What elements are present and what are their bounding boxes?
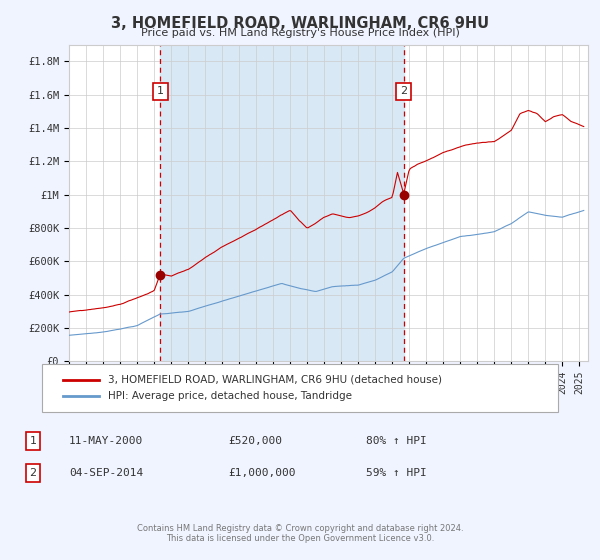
Text: HPI: Average price, detached house, Tandridge: HPI: Average price, detached house, Tand… <box>108 391 352 401</box>
Text: 80% ↑ HPI: 80% ↑ HPI <box>366 436 427 446</box>
Text: 1: 1 <box>157 86 164 96</box>
Text: 1: 1 <box>29 436 37 446</box>
Text: Contains HM Land Registry data © Crown copyright and database right 2024.: Contains HM Land Registry data © Crown c… <box>137 524 463 533</box>
Text: 2: 2 <box>29 468 37 478</box>
Text: 3, HOMEFIELD ROAD, WARLINGHAM, CR6 9HU: 3, HOMEFIELD ROAD, WARLINGHAM, CR6 9HU <box>111 16 489 31</box>
Text: 3, HOMEFIELD ROAD, WARLINGHAM, CR6 9HU (detached house): 3, HOMEFIELD ROAD, WARLINGHAM, CR6 9HU (… <box>108 375 442 385</box>
Bar <box>160 45 404 361</box>
Text: 11-MAY-2000: 11-MAY-2000 <box>69 436 143 446</box>
Text: This data is licensed under the Open Government Licence v3.0.: This data is licensed under the Open Gov… <box>166 534 434 543</box>
Text: 04-SEP-2014: 04-SEP-2014 <box>69 468 143 478</box>
Text: 2: 2 <box>400 86 407 96</box>
Text: 59% ↑ HPI: 59% ↑ HPI <box>366 468 427 478</box>
Text: £520,000: £520,000 <box>228 436 282 446</box>
Text: £1,000,000: £1,000,000 <box>228 468 296 478</box>
Text: Price paid vs. HM Land Registry's House Price Index (HPI): Price paid vs. HM Land Registry's House … <box>140 28 460 38</box>
